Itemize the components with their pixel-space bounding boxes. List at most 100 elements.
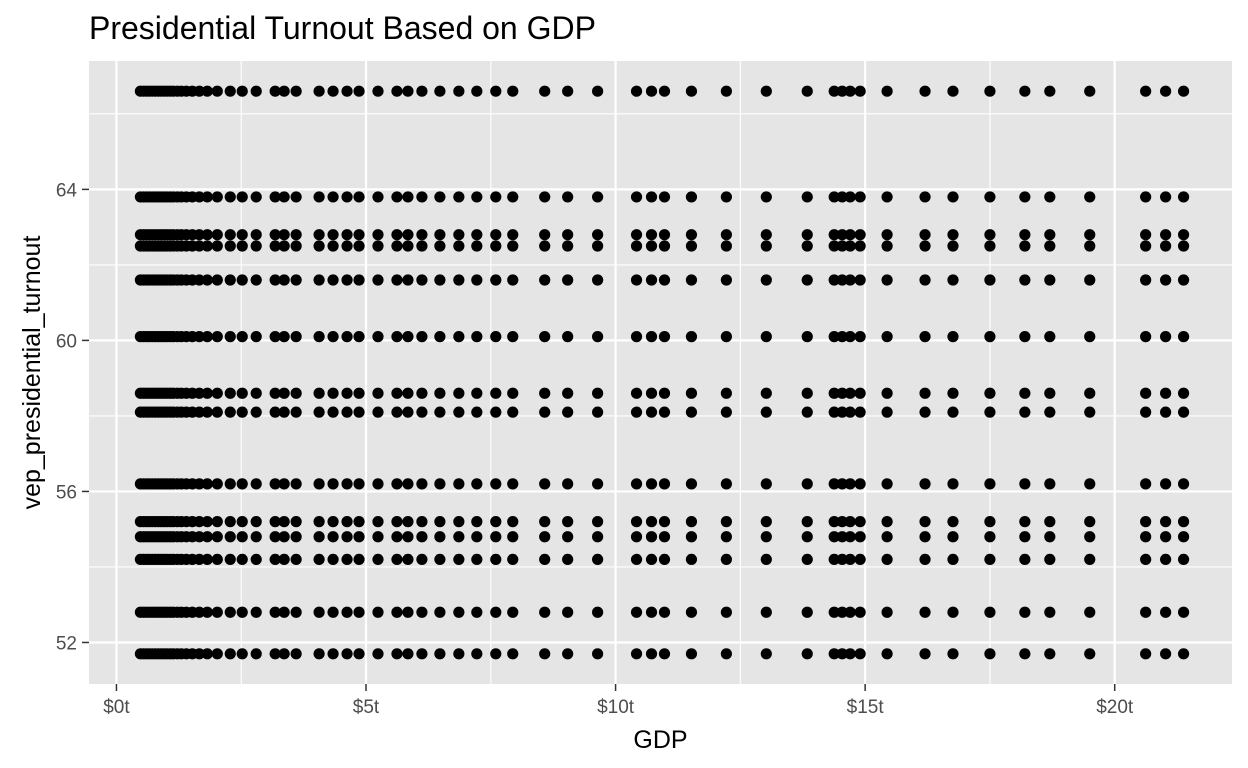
data-point <box>854 85 866 97</box>
data-point <box>630 553 643 566</box>
data-point <box>327 648 339 660</box>
data-point <box>1084 387 1096 399</box>
data-point <box>1019 478 1031 490</box>
data-point <box>211 648 223 660</box>
data-point <box>269 478 281 490</box>
data-point <box>836 553 848 566</box>
data-point <box>836 85 848 97</box>
data-point <box>1160 229 1172 241</box>
data-point <box>416 516 428 528</box>
data-point <box>236 553 248 566</box>
data-point <box>434 331 446 343</box>
data-point <box>1177 229 1190 241</box>
data-point <box>645 229 658 241</box>
data-point <box>353 516 365 528</box>
data-point <box>947 648 959 660</box>
data-point <box>1084 406 1096 418</box>
data-point <box>828 331 840 343</box>
data-point <box>881 229 893 241</box>
data-point <box>844 240 856 252</box>
data-point <box>236 478 248 490</box>
data-point <box>801 516 813 528</box>
data-point <box>193 406 205 418</box>
data-point <box>658 229 671 241</box>
data-point <box>193 478 205 490</box>
data-point <box>290 191 302 203</box>
data-point <box>224 274 236 286</box>
data-point <box>685 531 698 543</box>
data-point <box>507 229 519 241</box>
data-point <box>854 406 866 418</box>
data-point <box>250 274 262 286</box>
data-point <box>1177 191 1190 203</box>
data-point <box>1160 478 1172 490</box>
data-point <box>236 516 248 528</box>
data-point <box>391 274 403 286</box>
data-point <box>1084 606 1096 618</box>
data-point <box>269 191 281 203</box>
data-point <box>1177 274 1190 286</box>
data-point <box>828 606 840 618</box>
data-point <box>984 85 996 97</box>
data-point <box>313 516 325 528</box>
data-point <box>507 606 519 618</box>
data-point <box>269 531 281 543</box>
data-point <box>313 406 325 418</box>
data-point <box>1084 229 1096 241</box>
data-point <box>801 274 813 286</box>
y-tick-label: 60 <box>56 331 77 352</box>
data-point <box>402 606 414 618</box>
data-point <box>434 85 446 97</box>
data-point <box>434 516 446 528</box>
data-point <box>801 229 813 241</box>
data-point <box>854 478 866 490</box>
data-point <box>391 648 403 660</box>
data-point <box>881 478 893 490</box>
data-point <box>471 478 483 490</box>
data-point <box>434 406 446 418</box>
data-point <box>919 387 931 399</box>
data-point <box>490 85 502 97</box>
data-point <box>539 191 551 203</box>
data-point <box>801 531 813 543</box>
data-point <box>201 331 213 343</box>
y-tick-label: 64 <box>56 180 78 201</box>
data-point <box>290 387 302 399</box>
data-point <box>313 387 325 399</box>
data-point <box>760 516 772 528</box>
data-point <box>313 274 325 286</box>
data-point <box>881 274 893 286</box>
data-point <box>201 240 213 252</box>
data-point <box>278 531 290 543</box>
data-point <box>434 531 446 543</box>
x-axis: $0t $5t $10t $15t $20t <box>103 684 1134 718</box>
data-point <box>193 229 205 241</box>
data-point <box>402 406 414 418</box>
data-point <box>539 240 551 252</box>
data-point <box>313 648 325 660</box>
data-point <box>211 274 223 286</box>
data-point <box>592 553 604 566</box>
data-point <box>269 648 281 660</box>
data-point <box>844 191 856 203</box>
data-point <box>658 387 671 399</box>
data-point <box>881 240 893 252</box>
data-point <box>211 331 223 343</box>
data-point <box>391 606 403 618</box>
data-point <box>592 387 604 399</box>
data-point <box>881 85 893 97</box>
data-point <box>1140 606 1152 618</box>
data-point <box>416 85 428 97</box>
data-point <box>1084 478 1096 490</box>
data-point <box>1160 553 1172 566</box>
data-point <box>1044 240 1056 252</box>
data-point <box>919 606 931 618</box>
data-point <box>353 531 365 543</box>
data-point <box>562 240 574 252</box>
data-point <box>211 478 223 490</box>
data-point <box>592 516 604 528</box>
data-point <box>224 85 236 97</box>
y-axis: 52 56 60 64 <box>56 180 89 654</box>
data-point <box>1044 331 1056 343</box>
data-point <box>658 85 671 97</box>
